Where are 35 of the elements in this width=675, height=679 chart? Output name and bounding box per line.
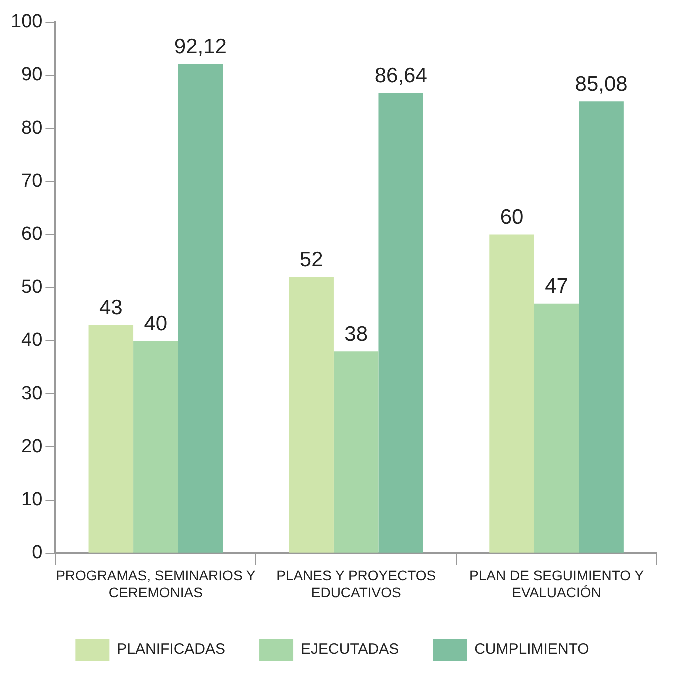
y-tick-label: 0 (32, 542, 43, 564)
text: 85,08 (575, 72, 628, 96)
text: 38 (344, 322, 368, 346)
legend-label: CUMPLIMIENTO (474, 641, 590, 658)
y-tick-label: 40 (22, 330, 43, 352)
text: 40 (144, 312, 168, 336)
bar (289, 277, 334, 553)
y-tick-label: 80 (22, 118, 43, 139)
y-tick-label: 50 (22, 277, 43, 298)
y-tick-label: 70 (22, 170, 43, 192)
y-tick-label: 30 (22, 383, 43, 404)
y-tick-label: 100 (11, 12, 43, 33)
y-tick-label: 20 (22, 436, 43, 458)
bar (534, 304, 580, 553)
x-tick-label: PLAN DE SEGUIMIENTO Y EVALUACIÓN (470, 568, 645, 600)
text: 86,64 (374, 64, 428, 88)
bar (334, 352, 379, 553)
bar (88, 325, 134, 553)
bar (579, 102, 624, 553)
text: 60 (500, 206, 524, 230)
y-tick-label: 10 (22, 490, 43, 511)
legend-label: EJECUTADAS (301, 641, 400, 658)
bar (490, 234, 534, 553)
x-tick-label: PLANES Y PROYECTOS EDUCATIVOS (276, 568, 436, 600)
text: 92,12 (174, 36, 227, 59)
bar (378, 93, 424, 553)
y-tick-label: 60 (22, 224, 43, 246)
text: 47 (545, 275, 568, 298)
y-tick-label: 90 (22, 64, 43, 86)
text: 43 (99, 296, 123, 320)
text: 52 (300, 248, 324, 272)
x-tick-label: PROGRAMAS, SEMINARIOS Y CEREMONIAS (56, 568, 256, 600)
bar (178, 64, 224, 553)
bar (134, 341, 178, 553)
legend-label: PLANIFICADAS (117, 641, 226, 658)
